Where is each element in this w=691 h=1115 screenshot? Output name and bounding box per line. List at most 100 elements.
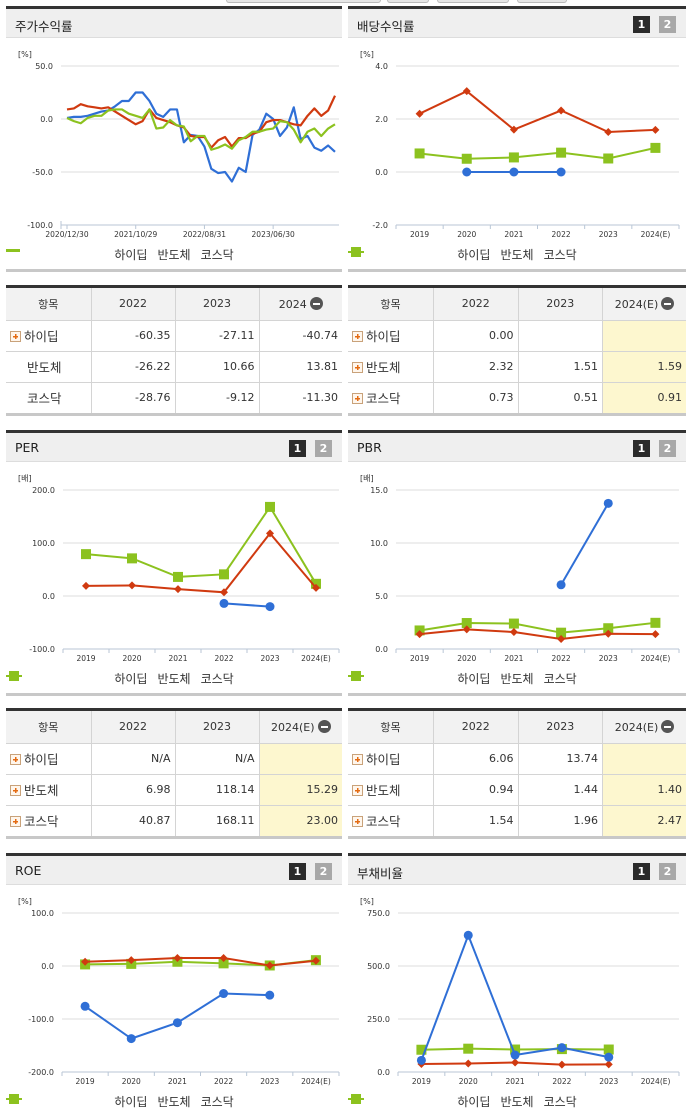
table-cell [602,743,686,775]
expand-plus-icon[interactable] [352,393,363,405]
svg-text:50.0: 50.0 [35,62,53,71]
svg-text:2024(E): 2024(E) [641,1077,671,1086]
svg-text:2022: 2022 [552,1077,571,1086]
row-label[interactable]: 하이딥 [6,320,92,352]
chart-tab-1[interactable]: 1 [289,863,306,880]
table-cell: N/A [91,743,176,775]
table-cell: 1.54 [433,805,519,836]
collapse-icon[interactable] [661,296,675,310]
column-header-item: 항목 [6,288,92,321]
chart-tab-2[interactable]: 2 [659,863,676,880]
chart-pbr: [배] 15.0 10.0 5.0 0.0 2019 2020 2021 2022 2023 202… [348,462,686,696]
table-cell: 6.98 [91,774,176,806]
expand-plus-icon[interactable] [352,362,363,373]
table-cell: 6.06 [433,743,519,775]
legend-item-semiconductor[interactable]: 반도체 [348,1093,534,1110]
legend-item-semiconductor[interactable]: 반도체 [6,246,191,263]
collapse-icon[interactable] [661,719,675,733]
svg-text:2023: 2023 [599,1077,618,1086]
expand-plus-icon[interactable] [352,331,363,342]
legend-item-kosdaq[interactable]: 코스닥 [6,670,234,687]
chart-tab-1[interactable]: 1 [289,440,306,457]
table-dividend: 항목 2022 2023 2024(E) 하이딥 0.00 반도체 2.32 1.51 1.59 코… [348,285,686,416]
legend-item-hidip[interactable]: 하이딥 [6,670,147,687]
svg-text:2021/10/29: 2021/10/29 [114,230,157,239]
collapse-icon[interactable] [309,296,323,310]
panel-title: PBR [357,440,382,455]
top-tab[interactable] [517,0,567,3]
chart-tab-2[interactable]: 2 [659,440,676,457]
chart-tab-2[interactable]: 2 [315,863,332,880]
row-label[interactable]: 하이딥 [348,743,434,775]
table-cell: -40.74 [259,320,342,352]
legend-item-hidip[interactable]: 하이딥 [348,246,490,263]
column-header-2024(E)[interactable]: 2024(E) [602,288,686,321]
column-header-2024[interactable]: 2024 [259,288,342,321]
line-chart: [%] 750.0 500.0 250.0 0.0 2019 2020 2021 2022 202… [360,897,680,1086]
legend-item-hidip[interactable]: 하이딥 [6,246,147,263]
legend-item-kosdaq[interactable]: 코스닥 [6,1093,234,1110]
expand-plus-icon[interactable] [352,816,363,828]
expand-plus-icon[interactable] [10,785,21,796]
chart-tab-1[interactable]: 1 [633,16,650,33]
table-cell: 0.91 [602,382,686,413]
legend-item-kosdaq[interactable]: 코스닥 [6,246,234,263]
row-label[interactable]: 코스닥 [6,805,92,836]
svg-text:2019: 2019 [410,654,429,663]
row-label[interactable]: 반도체 [348,351,434,383]
chart-tab-1[interactable]: 1 [633,863,650,880]
svg-text:4.0: 4.0 [375,62,388,71]
line-chart: [%]4.0 2.0 0.0 -2.0 2019 2020 2021 2022 2023 2024… [360,50,680,239]
expand-plus-icon[interactable] [10,331,21,342]
expand-plus-icon[interactable] [10,816,21,828]
table-row: 코스닥 40.87 168.11 23.00 [6,805,342,836]
legend-item-kosdaq[interactable]: 코스닥 [348,246,577,263]
row-label[interactable]: 반도체 [348,774,434,806]
chart-tab-2[interactable]: 2 [315,440,332,457]
svg-text:[배]: [배] [360,474,374,483]
legend-item-hidip[interactable]: 하이딥 [6,1093,147,1110]
expand-plus-icon[interactable] [352,754,363,765]
expand-plus-icon[interactable] [352,785,363,796]
collapse-icon[interactable] [317,719,331,733]
svg-text:2023: 2023 [599,230,618,239]
legend-item-semiconductor[interactable]: 반도체 [6,1093,191,1110]
expand-plus-icon[interactable] [10,754,21,765]
chart-debt-ratio: [%] 750.0 500.0 250.0 0.0 2019 2020 2021 2022 202… [348,885,686,1115]
top-tab[interactable] [437,0,509,3]
row-label[interactable]: 하이딥 [6,743,92,775]
svg-text:0.0: 0.0 [377,1068,390,1077]
column-header-2024(E)[interactable]: 2024(E) [259,711,342,744]
legend-item-hidip[interactable]: 하이딥 [348,1093,490,1110]
row-label[interactable]: 코스닥 [348,382,434,413]
row-label[interactable]: 코스닥 [348,805,434,836]
legend-item-semiconductor[interactable]: 반도체 [6,670,191,687]
table-cell: -27.11 [175,320,260,352]
table-cell: 13.81 [259,351,342,383]
table-cell: 2.47 [602,805,686,836]
table-cell: -60.35 [91,320,176,352]
svg-text:2019: 2019 [76,1077,95,1086]
svg-text:200.0: 200.0 [32,486,55,495]
top-tab[interactable] [226,0,381,3]
legend-item-kosdaq[interactable]: 코스닥 [348,1093,577,1110]
table-cell: 1.44 [518,774,603,806]
legend-item-kosdaq[interactable]: 코스닥 [348,670,577,687]
top-tab[interactable] [387,0,429,3]
table-row: 반도체 -26.22 10.66 13.81 [6,351,342,383]
svg-text:2020: 2020 [122,654,141,663]
legend-item-hidip[interactable]: 하이딥 [348,670,490,687]
chart-tab-2[interactable]: 2 [659,16,676,33]
legend-item-semiconductor[interactable]: 반도체 [348,246,534,263]
row-label[interactable]: 하이딥 [348,320,434,352]
chart-tab-1[interactable]: 1 [633,440,650,457]
row-label[interactable]: 반도체 [6,774,92,806]
table-row: 코스닥 -28.76 -9.12 -11.30 [6,382,342,413]
svg-text:500.0: 500.0 [367,962,390,971]
column-header-2024(E)[interactable]: 2024(E) [602,711,686,744]
svg-text:0.0: 0.0 [40,115,53,124]
legend-item-semiconductor[interactable]: 반도체 [348,670,534,687]
panel-header: 주가수익률 [6,6,342,38]
table-row: 하이딥 0.00 [348,320,686,352]
